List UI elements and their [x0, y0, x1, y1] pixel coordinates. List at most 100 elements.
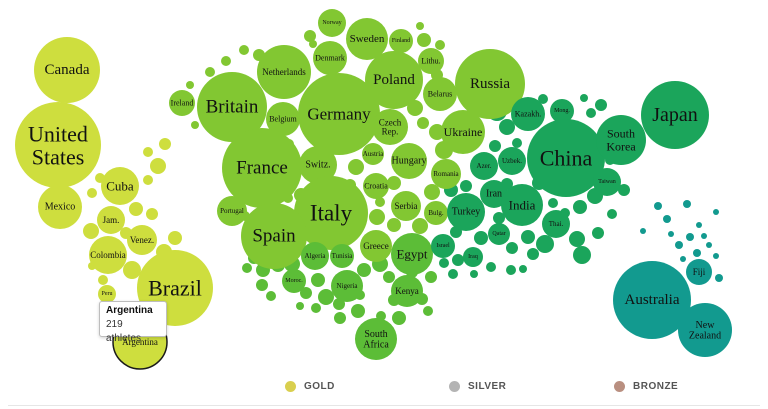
- bubble-small[interactable]: [474, 231, 488, 245]
- bubble-small[interactable]: [256, 279, 268, 291]
- bubble-small[interactable]: [150, 158, 166, 174]
- bubble-small[interactable]: [186, 81, 194, 89]
- bubble-circle-australia[interactable]: [613, 261, 691, 339]
- bubble-israel[interactable]: Israel: [431, 234, 455, 258]
- bubble-small[interactable]: [423, 306, 433, 316]
- bubble-small[interactable]: [675, 241, 683, 249]
- bubble-japan[interactable]: Japan: [641, 81, 709, 149]
- bubble-small[interactable]: [296, 302, 304, 310]
- bubble-circle-ireland[interactable]: [169, 90, 195, 116]
- bubble-norway[interactable]: Norway: [318, 9, 346, 37]
- bubble-circle-switz[interactable]: [299, 146, 337, 184]
- bubble-circle-france[interactable]: [222, 128, 302, 208]
- bubble-small[interactable]: [595, 99, 607, 111]
- bubble-small[interactable]: [663, 215, 671, 223]
- bubble-small[interactable]: [654, 202, 662, 210]
- bubble-small[interactable]: [506, 265, 516, 275]
- bubble-spain[interactable]: Spain: [241, 203, 307, 269]
- bubble-circle-china[interactable]: [527, 119, 605, 197]
- bubble-small[interactable]: [519, 265, 527, 273]
- bubble-small[interactable]: [159, 138, 171, 150]
- bubble-circle-colombia[interactable]: [89, 236, 127, 274]
- bubble-small[interactable]: [686, 233, 694, 241]
- bubble-iraq[interactable]: Iraq: [463, 247, 483, 267]
- bubble-circle-austria[interactable]: [362, 143, 384, 165]
- bubble-circle-russia[interactable]: [455, 49, 525, 119]
- bubble-circle-thai[interactable]: [542, 210, 570, 238]
- bubble-sweden[interactable]: Sweden: [346, 18, 388, 60]
- bubble-mexico[interactable]: Mexico: [38, 185, 82, 229]
- legend-silver[interactable]: SILVER: [449, 381, 506, 392]
- bubble-croatia[interactable]: Croatia: [363, 173, 389, 199]
- bubble-small[interactable]: [424, 184, 440, 200]
- bubble-small[interactable]: [239, 45, 249, 55]
- bubble-united-states[interactable]: United States: [15, 102, 101, 188]
- bubble-small[interactable]: [416, 22, 424, 30]
- bubble-small[interactable]: [573, 200, 587, 214]
- bubble-ireland[interactable]: Ireland: [169, 90, 195, 116]
- bubble-small[interactable]: [499, 119, 515, 135]
- bubble-circle-hungary[interactable]: [391, 143, 427, 179]
- legend-gold[interactable]: GOLD: [285, 381, 335, 392]
- bubble-small[interactable]: [83, 223, 99, 239]
- bubble-circle-sweden[interactable]: [346, 18, 388, 60]
- bubble-small[interactable]: [205, 67, 215, 77]
- bubble-colombia[interactable]: Colombia: [89, 236, 127, 274]
- bubble-south-africa[interactable]: South Africa: [355, 318, 397, 360]
- bubble-small[interactable]: [506, 242, 518, 254]
- bubble-bulg[interactable]: Bulg.: [424, 201, 448, 225]
- bubble-small[interactable]: [417, 33, 431, 47]
- bubble-circle-azer[interactable]: [470, 152, 498, 180]
- bubble-small[interactable]: [536, 235, 554, 253]
- bubble-circle-bulg[interactable]: [424, 201, 448, 225]
- bubble-small[interactable]: [221, 56, 231, 66]
- bubble-china[interactable]: China: [527, 119, 605, 197]
- bubble-small[interactable]: [300, 287, 312, 299]
- bubble-circle-canada[interactable]: [34, 37, 100, 103]
- bubble-greece[interactable]: Greece: [360, 230, 392, 262]
- bubble-belarus[interactable]: Belarus: [423, 77, 457, 111]
- bubble-circle-croatia[interactable]: [363, 173, 389, 199]
- bubble-small[interactable]: [375, 197, 385, 207]
- bubble-algeria[interactable]: Algeria: [301, 242, 329, 270]
- bubble-kazakh[interactable]: Kazakh.: [511, 97, 545, 131]
- bubble-circle-israel[interactable]: [431, 234, 455, 258]
- bubble-circle-taiwan[interactable]: [593, 168, 621, 196]
- bubble-circle-italy[interactable]: [294, 176, 368, 250]
- bubble-circle-moroc[interactable]: [282, 269, 306, 293]
- bubble-circle-denmark[interactable]: [313, 41, 347, 75]
- bubble-circle-venez[interactable]: [127, 225, 157, 255]
- bubble-small[interactable]: [334, 312, 346, 324]
- bubble-circle-belarus[interactable]: [423, 77, 457, 111]
- bubble-small[interactable]: [129, 202, 143, 216]
- bubble-small[interactable]: [242, 263, 252, 273]
- bubble-fiji[interactable]: Fiji: [686, 259, 712, 285]
- bubble-new-zealand[interactable]: New Zealand: [678, 303, 732, 357]
- bubble-uzbek[interactable]: Uzbek.: [498, 147, 526, 175]
- bubble-small[interactable]: [146, 208, 158, 220]
- bubble-lithu[interactable]: Lithu.: [418, 48, 444, 74]
- bubble-austria[interactable]: Austria: [362, 143, 384, 165]
- bubble-india[interactable]: India: [501, 184, 543, 226]
- bubble-circle-czech-rep[interactable]: [372, 109, 408, 145]
- bubble-circle-greece[interactable]: [360, 230, 392, 262]
- bubble-small[interactable]: [493, 212, 505, 224]
- bubble-circle-norway[interactable]: [318, 9, 346, 37]
- bubble-small[interactable]: [512, 138, 522, 148]
- bubble-small[interactable]: [123, 261, 141, 279]
- bubble-circle-nigeria[interactable]: [331, 270, 363, 302]
- bubble-circle-germany[interactable]: [298, 73, 380, 155]
- bubble-circle-kenya[interactable]: [391, 275, 423, 307]
- bubble-small[interactable]: [713, 209, 719, 215]
- bubble-small[interactable]: [680, 256, 686, 262]
- bubble-small[interactable]: [452, 254, 464, 266]
- bubble-small[interactable]: [439, 258, 449, 268]
- bubble-small[interactable]: [668, 231, 674, 237]
- bubble-circle-algeria[interactable]: [301, 242, 329, 270]
- bubble-circle-mong[interactable]: [550, 99, 574, 123]
- bubble-circle-new-zealand[interactable]: [678, 303, 732, 357]
- bubble-small[interactable]: [387, 218, 401, 232]
- bubble-denmark[interactable]: Denmark: [313, 41, 347, 75]
- bubble-circle-turkey[interactable]: [447, 193, 485, 231]
- bubble-small[interactable]: [607, 209, 617, 219]
